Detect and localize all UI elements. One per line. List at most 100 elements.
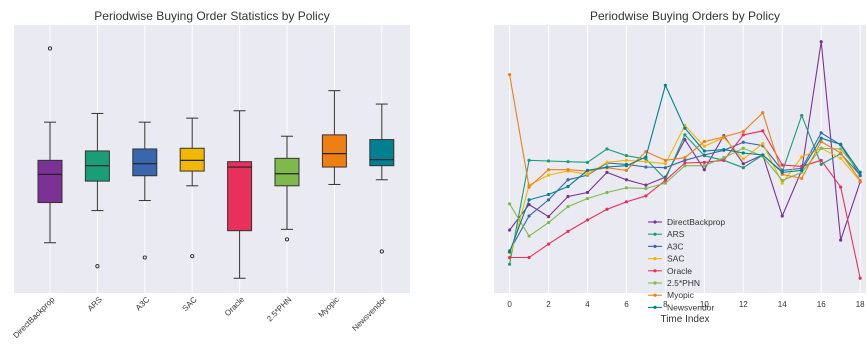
legend-marker-directbackprop — [653, 220, 657, 224]
line-chart-x-tick-labels: 0 2 4 6 8 10 12 14 16 18 — [507, 300, 865, 309]
outlier-ars-0 — [95, 264, 100, 269]
x-tick-14: 14 — [778, 300, 787, 309]
point-newsvendor-1 — [527, 198, 531, 202]
point-directbackprop-1 — [527, 202, 531, 207]
point-newsvendor-14 — [780, 170, 784, 174]
point-ars-5 — [605, 147, 609, 151]
x-tick-12: 12 — [739, 300, 748, 309]
point-directbackprop-3 — [566, 194, 570, 199]
point-a3c-18 — [858, 174, 862, 178]
legend-marker-2-5-phn — [653, 281, 657, 285]
point-ars-9 — [683, 133, 687, 137]
x-tick-ars: ARS — [86, 295, 104, 313]
point-sac-2 — [546, 173, 551, 177]
point-myopic-13 — [761, 111, 765, 115]
point-myopic-11 — [722, 135, 726, 139]
legend-marker-oracle — [653, 269, 657, 273]
point-ars-1 — [527, 158, 531, 162]
legend-label-ars: ARS — [667, 229, 685, 239]
point-2-5-phn-16 — [819, 146, 823, 150]
point-newsvendor-11 — [722, 148, 726, 152]
point-directbackprop-14 — [780, 214, 784, 218]
line-chart-series — [507, 40, 862, 280]
point-oracle-9 — [683, 161, 687, 165]
series-2-5-phn — [507, 146, 862, 238]
point-sac-8 — [663, 162, 667, 166]
legend-label-a3c: A3C — [667, 241, 684, 251]
box-myopic — [321, 90, 347, 185]
point-newsvendor-2 — [546, 192, 551, 197]
line-chart-title: Periodwise Buying Orders by Policy — [590, 9, 780, 23]
point-sac-17 — [839, 156, 843, 160]
point-ars-12 — [741, 166, 745, 170]
point-oracle-2 — [546, 242, 551, 246]
x-tick-oracle: Oracle — [223, 295, 246, 318]
iqr-box-2-5-phn — [274, 157, 300, 187]
point-directbackprop-6 — [624, 178, 629, 182]
point-2-5-phn-5 — [605, 190, 609, 195]
legend-item-ars: ARS — [648, 229, 685, 239]
point-a3c-9 — [683, 158, 687, 162]
box-plot-boxes — [37, 46, 395, 279]
line-chart-legend: DirectBackprop ARS A3C SAC Oracle 2.5*PHN Myop… — [648, 217, 725, 312]
x-tick-8: 8 — [663, 300, 668, 309]
iqr-box-newsvendor — [369, 139, 395, 167]
x-tick-6: 6 — [624, 300, 629, 309]
point-directbackprop-5 — [605, 170, 609, 174]
box-plot-x-tick-labels: DirectBackprop ARS A3C SAC Oracle 2.5*PHN Myop… — [11, 295, 388, 340]
point-ars-2 — [546, 159, 551, 163]
point-directbackprop-7 — [644, 183, 648, 187]
series-newsvendor — [507, 83, 862, 254]
point-newsvendor-4 — [585, 168, 590, 172]
point-myopic-15 — [800, 176, 804, 181]
point-ars-0 — [507, 262, 512, 266]
legend-item-2-5-phn: 2.5*PHN — [648, 278, 700, 288]
point-a3c-7 — [644, 165, 648, 169]
x-tick-4: 4 — [585, 300, 590, 309]
point-2-5-phn-0 — [507, 202, 512, 206]
x-tick-2-5-phn: 2.5*PHN — [265, 295, 294, 324]
point-directbackprop-2 — [546, 215, 551, 219]
point-oracle-13 — [761, 129, 765, 133]
point-oracle-5 — [605, 207, 609, 211]
point-myopic-1 — [527, 185, 531, 189]
legend-marker-ars — [653, 232, 657, 236]
point-newsvendor-8 — [663, 83, 667, 87]
point-a3c-1 — [527, 214, 531, 218]
legend-item-oracle: Oracle — [648, 266, 692, 276]
point-directbackprop-10 — [702, 168, 706, 172]
legend-item-a3c: A3C — [648, 241, 684, 251]
legend-label-newsvendor: Newsvendor — [667, 302, 714, 312]
point-newsvendor-16 — [819, 136, 823, 140]
point-ars-3 — [566, 160, 570, 164]
legend-item-sac: SAC — [648, 254, 684, 264]
point-newsvendor-10 — [702, 149, 706, 153]
line-chart-gridlines — [509, 25, 861, 293]
point-newsvendor-6 — [624, 164, 629, 168]
point-oracle-17 — [839, 185, 843, 189]
series-oracle — [507, 129, 862, 280]
box-directbackprop — [37, 46, 63, 244]
x-tick-a3c: A3C — [134, 295, 152, 313]
point-myopic-10 — [702, 139, 706, 144]
point-newsvendor-0 — [507, 250, 512, 254]
legend-item-newsvendor: Newsvendor — [648, 302, 714, 312]
point-myopic-3 — [566, 168, 570, 172]
box-oracle — [227, 110, 253, 279]
point-sac-5 — [605, 160, 609, 164]
point-a3c-16 — [819, 131, 823, 135]
box-plot-panel: Periodwise Buying Order Statistics by Po… — [11, 9, 410, 340]
point-myopic-18 — [858, 178, 862, 183]
point-newsvendor-7 — [644, 155, 648, 159]
legend-marker-newsvendor — [653, 305, 657, 309]
point-2-5-phn-8 — [663, 181, 667, 185]
box-ars — [84, 112, 110, 269]
x-tick-myopic: Myopic — [317, 295, 341, 319]
point-newsvendor-18 — [858, 170, 862, 174]
line-chart-x-axis-label: Time Index — [660, 314, 709, 325]
point-sac-13 — [761, 141, 765, 146]
point-sac-6 — [624, 158, 629, 162]
line-chart-area — [494, 25, 866, 293]
point-2-5-phn-17 — [839, 147, 843, 151]
